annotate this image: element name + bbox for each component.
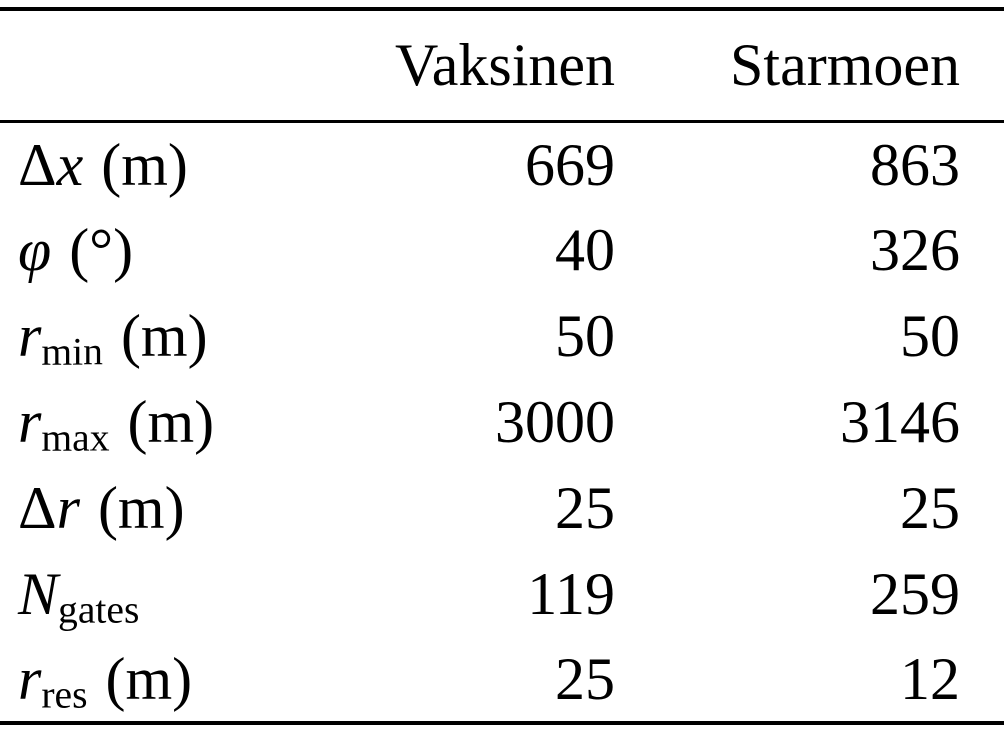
table-row: φ (°) 40 326 — [0, 207, 1004, 293]
symbol: x — [56, 131, 84, 198]
value-starmoen: 259 — [870, 561, 960, 627]
table-row: rres (m) 25 12 — [0, 637, 1004, 723]
radar-parameters-table: Vaksinen Starmoen Δx (m) 669 863 φ (°) 40 … — [0, 7, 1004, 725]
table-row: Δr (m) 25 25 — [0, 465, 1004, 551]
value-vaksinen: 25 — [555, 475, 615, 541]
header-empty-cell — [0, 9, 375, 123]
symbol: r — [56, 475, 80, 541]
row-label: φ (°) — [0, 207, 375, 293]
symbol: N — [18, 561, 59, 627]
unit-label: (m) — [101, 131, 188, 198]
value-starmoen: 863 — [870, 131, 960, 198]
symbol-subscript: min — [41, 329, 103, 374]
value-vaksinen: 669 — [525, 131, 615, 198]
row-label: Δx (m) — [0, 121, 375, 207]
symbol: r — [18, 303, 42, 369]
table-row: rmax (m) 3000 3146 — [0, 379, 1004, 465]
symbol-subscript: max — [41, 415, 110, 460]
unit-label: (m) — [97, 475, 185, 541]
symbol: φ — [18, 217, 52, 283]
symbol-subscript: res — [41, 672, 88, 717]
unit-label: (m) — [127, 389, 215, 455]
table-row: Δx (m) 669 863 — [0, 121, 1004, 207]
value-starmoen: 326 — [870, 217, 960, 283]
value-starmoen: 3146 — [840, 389, 960, 455]
row-label: rmin (m) — [0, 293, 375, 379]
symbol: r — [18, 646, 42, 712]
value-vaksinen: 50 — [555, 303, 615, 369]
unit-label: (m) — [120, 303, 208, 369]
value-starmoen: 12 — [900, 646, 960, 712]
row-label: rres (m) — [0, 637, 375, 723]
table-row: rmin (m) 50 50 — [0, 293, 1004, 379]
symbol-prefix: Δ — [18, 475, 57, 541]
column-header-starmoen: Starmoen — [615, 9, 1004, 123]
value-vaksinen: 119 — [527, 561, 615, 627]
table-row: Ngates 119 259 — [0, 551, 1004, 637]
value-vaksinen: 3000 — [495, 389, 615, 455]
value-starmoen: 50 — [900, 303, 960, 369]
value-vaksinen: 40 — [555, 217, 615, 283]
row-label: Ngates — [0, 551, 375, 637]
value-vaksinen: 25 — [555, 646, 615, 712]
unit-label: (m) — [105, 646, 193, 712]
unit-label: (°) — [69, 217, 134, 283]
value-starmoen: 25 — [900, 475, 960, 541]
symbol: r — [18, 389, 42, 455]
column-header-vaksinen: Vaksinen — [375, 9, 615, 123]
header-row: Vaksinen Starmoen — [0, 9, 1004, 123]
row-label: Δr (m) — [0, 465, 375, 551]
symbol-subscript: gates — [58, 587, 140, 632]
row-label: rmax (m) — [0, 379, 375, 465]
symbol-prefix: Δ — [18, 131, 57, 198]
